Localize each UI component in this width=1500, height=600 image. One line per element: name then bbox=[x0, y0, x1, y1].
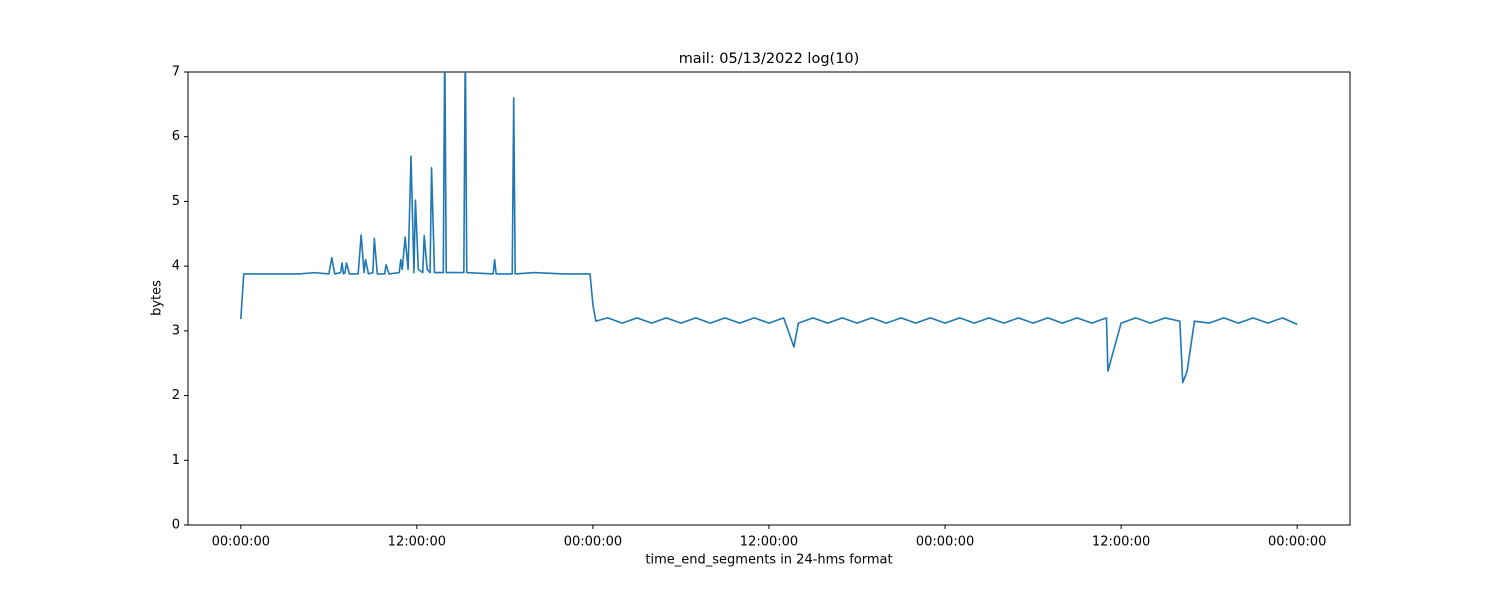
chart-title: mail: 05/13/2022 log(10) bbox=[679, 51, 860, 67]
x-tick-label: 00:00:00 bbox=[212, 535, 270, 550]
y-tick-label: 2 bbox=[172, 388, 180, 403]
x-tick-label: 00:00:00 bbox=[1268, 535, 1326, 550]
plot-frame bbox=[187, 71, 1351, 526]
x-tick-label: 00:00:00 bbox=[916, 535, 974, 550]
x-tick-label: 12:00:00 bbox=[1092, 535, 1150, 550]
y-tick-label: 4 bbox=[172, 259, 180, 274]
y-tick-label: 3 bbox=[172, 323, 180, 338]
x-tick-label: 12:00:00 bbox=[740, 535, 798, 550]
y-tick-label: 6 bbox=[172, 129, 180, 144]
y-tick-label: 1 bbox=[172, 453, 180, 468]
x-axis-label: time_end_segments in 24-hms format bbox=[645, 553, 892, 568]
x-tick-label: 12:00:00 bbox=[388, 535, 446, 550]
data-line bbox=[240, 72, 1298, 384]
y-tick-label: 5 bbox=[172, 194, 180, 209]
y-tick-label: 7 bbox=[172, 65, 180, 80]
y-axis-label: bytes bbox=[150, 280, 165, 316]
y-tick-label: 0 bbox=[172, 518, 180, 533]
x-tick-label: 00:00:00 bbox=[564, 535, 622, 550]
